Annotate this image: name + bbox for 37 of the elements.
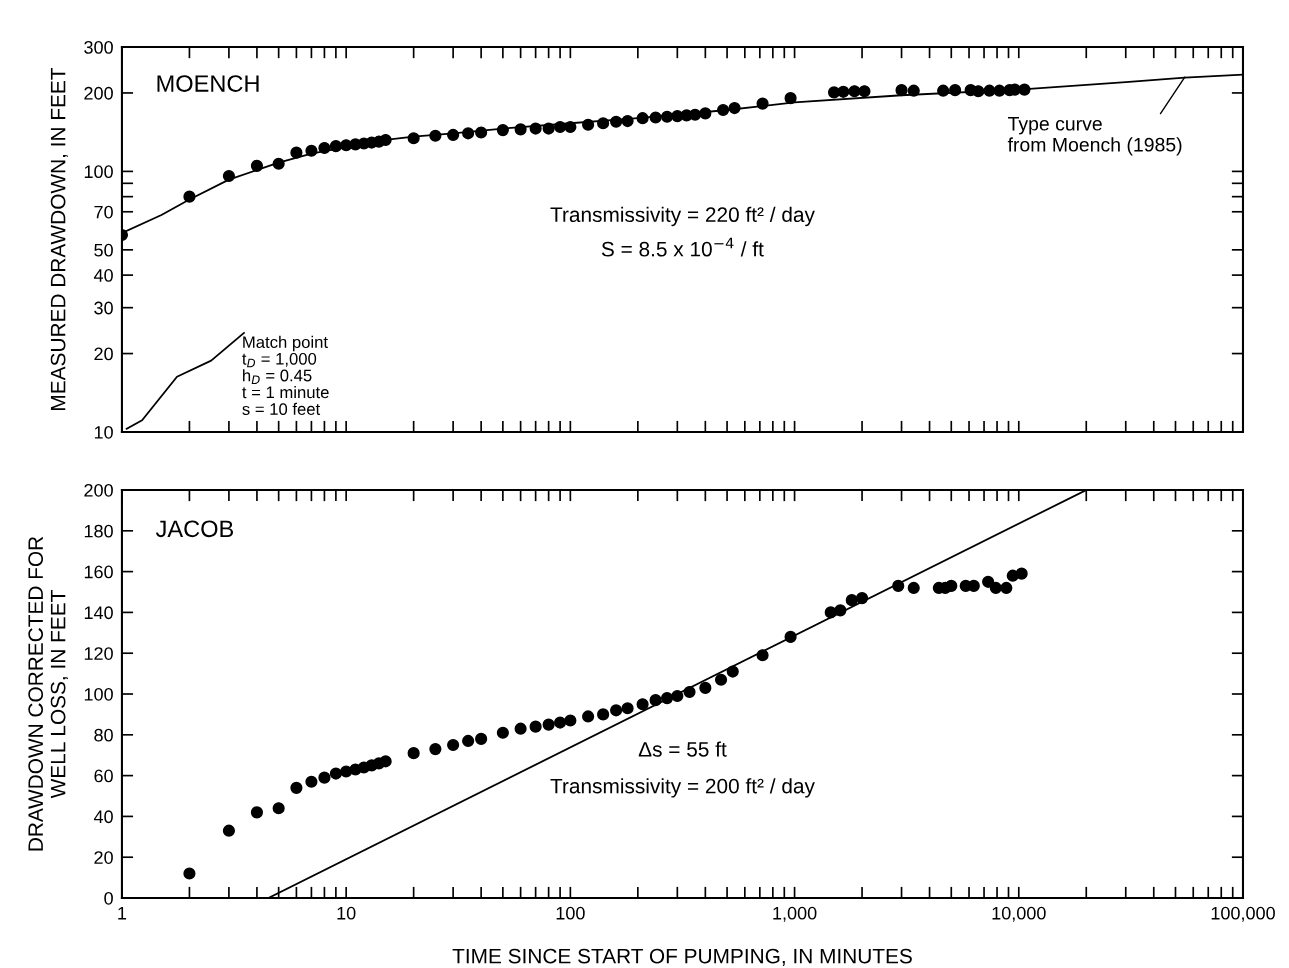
y-tick-label: 40 <box>93 269 113 282</box>
annotation: Δs = 55 ft <box>638 741 727 757</box>
annotation: Type curve from Moench (1985) <box>1007 117 1182 156</box>
y-tick-label: 70 <box>94 205 113 219</box>
text: JACOB <box>155 520 234 538</box>
annotation: S = 8.5 x 10$^{−4}$ / ft <box>601 237 764 257</box>
y-tick-label: 0 <box>104 891 113 905</box>
y-tick-label: 10 <box>94 425 113 439</box>
y-tick-label: 160 <box>84 565 113 579</box>
x-tick-label: 10 <box>337 906 356 920</box>
y-tick-label: 60 <box>94 769 113 783</box>
y-tick-label: 80 <box>94 728 113 742</box>
x-tick-label: 1,000 <box>773 906 817 922</box>
x-tick-label: 100,000 <box>1211 906 1275 922</box>
y-tick-label: 100 <box>84 165 113 179</box>
x-tick-label: 100 <box>556 906 585 920</box>
y-tick-label: 300 <box>84 40 113 54</box>
annotation: Transmissivity = 200 ft² / day <box>550 778 815 798</box>
y-tick-label: 50 <box>94 243 113 257</box>
text: Match point t$_{D}$ = 1,000 h$_{D}$ = 0.45 t = 1 minute s = 10 feet <box>242 335 329 415</box>
y-tick-label: 20 <box>94 347 113 361</box>
y-tick-label: 200 <box>84 86 113 100</box>
text: MOENCH <box>157 75 259 92</box>
y-tick-label: 100 <box>84 687 113 701</box>
y-tick-label: 30 <box>94 301 113 315</box>
annotation: Transmissivity = 220 ft² / day <box>550 206 815 227</box>
y-tick-label: 180 <box>84 524 113 538</box>
y-tick-label: 140 <box>84 606 113 620</box>
y-axis-title: DRAWDOWN CORRECTED FOR WELL LOSS, IN FEET <box>28 536 68 851</box>
y-tick-label: 120 <box>84 647 113 660</box>
y-axis-title: MEASURED DRAWDOWN, IN FEET <box>50 67 68 410</box>
x-tick-label: 10,000 <box>992 906 1046 922</box>
y-tick-label: 40 <box>93 810 113 824</box>
x-axis-title: TIME SINCE START OF PUMPING, IN MINUTES <box>452 948 912 966</box>
y-tick-label: 200 <box>84 483 113 497</box>
x-tick-label: 1 <box>118 907 127 920</box>
y-tick-label: 20 <box>94 851 113 864</box>
